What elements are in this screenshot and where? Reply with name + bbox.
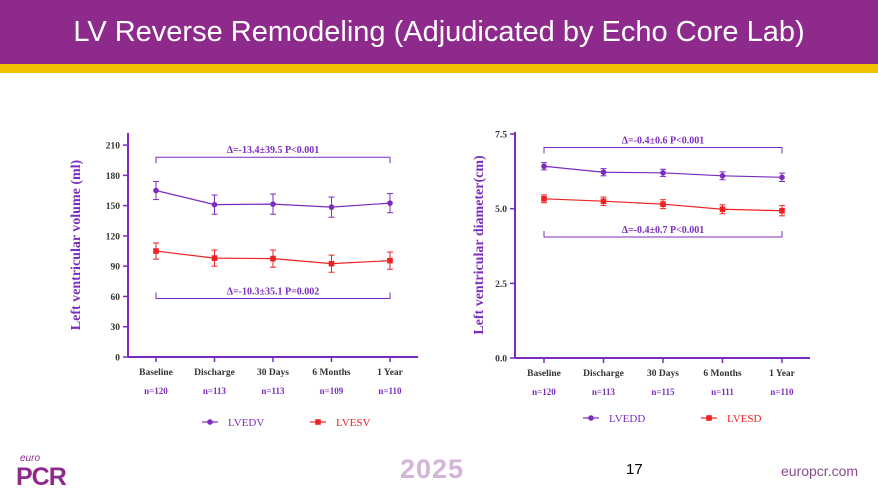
legend-marker [706, 415, 712, 421]
legend-marker [588, 415, 594, 421]
x-tick-label: 30 Days [647, 369, 679, 379]
x-tick-label: 1 Year [377, 368, 404, 378]
y-tick-label: 5.0 [495, 205, 507, 215]
logo-euro-text: euro [20, 453, 41, 464]
annotation-bracket [543, 231, 783, 238]
data-point-lvedd [719, 173, 726, 179]
y-tick-label: 210 [106, 142, 121, 152]
data-point-lvesv [387, 257, 393, 264]
data-point-lvedd [660, 170, 666, 176]
legend-marker [207, 419, 213, 425]
y-tick-label: 150 [106, 202, 121, 212]
data-point-lvedd [779, 174, 785, 181]
y-axis-label: Left ventricular diameter(cm) [472, 155, 487, 335]
annotation-text: Δ=-13.4±39.5 P<0.001 [227, 145, 320, 156]
n-label: n=113 [261, 386, 285, 396]
data-point-lvesv [328, 260, 335, 267]
title-bar: LV Reverse Remodeling (Adjudicated by Ec… [0, 0, 878, 64]
data-point-lvedv [211, 201, 218, 208]
legend-label: LVESD [727, 413, 761, 425]
data-point-lvesv [211, 255, 218, 261]
data-point-lvesd [779, 207, 785, 214]
n-label: n=120 [144, 386, 168, 396]
n-label: n=115 [651, 387, 675, 397]
legend-label: LVEDV [228, 417, 264, 429]
title-accent-strip [0, 64, 878, 73]
n-label: n=110 [770, 387, 794, 397]
annotation-text: Δ=-10.3±35.1 P=0.002 [227, 286, 320, 297]
y-tick-label: 30 [111, 323, 121, 333]
europcr-logo: euro PCR [16, 453, 67, 491]
y-axis-label: Left ventricular volume (ml) [69, 159, 84, 330]
n-label: n=110 [378, 386, 402, 396]
y-tick-label: 60 [111, 293, 121, 303]
data-point-lvedd [600, 169, 607, 176]
data-point-lvesv [153, 248, 159, 254]
page-number: 17 [626, 461, 643, 478]
n-label: n=113 [592, 387, 616, 397]
logo-pcr-text: PCR [16, 463, 67, 491]
footer-year: 2025 [400, 454, 465, 484]
data-point-lvedv [153, 187, 159, 194]
x-tick-label: Baseline [527, 369, 561, 379]
y-tick-label: 0 [115, 354, 120, 364]
data-point-lvesd [719, 206, 726, 213]
x-tick-label: Discharge [583, 369, 624, 379]
annotation-bracket [155, 292, 391, 299]
legend-label: LVESV [336, 417, 370, 429]
n-label: n=120 [532, 387, 556, 397]
footer-url: europcr.com [781, 463, 859, 479]
n-label: n=113 [203, 386, 227, 396]
y-tick-label: 180 [106, 172, 121, 182]
x-tick-label: 30 Days [257, 368, 289, 378]
x-tick-label: 1 Year [769, 369, 796, 379]
y-tick-label: 7.5 [495, 131, 507, 141]
y-tick-label: 2.5 [495, 280, 507, 290]
data-point-lvesd [600, 198, 607, 204]
y-tick-label: 0.0 [495, 355, 507, 365]
x-tick-label: Discharge [194, 368, 235, 378]
data-point-lvedv [387, 200, 393, 206]
y-tick-label: 120 [106, 232, 121, 242]
annotation-text: Δ=-0.4±0.7 P<0.001 [622, 225, 705, 236]
n-label: n=109 [320, 386, 344, 396]
data-point-lvedv [270, 201, 276, 207]
x-tick-label: 6 Months [703, 369, 742, 379]
x-tick-label: 6 Months [312, 368, 351, 378]
data-point-lvedd [541, 163, 547, 170]
n-label: n=111 [711, 387, 734, 397]
annotation-text: Δ=-0.4±0.6 P<0.001 [622, 135, 705, 146]
annotation-bracket [543, 146, 783, 154]
x-tick-label: Baseline [139, 368, 173, 378]
y-tick-label: 90 [111, 263, 121, 273]
data-point-lvesd [660, 201, 666, 207]
data-point-lvedv [328, 204, 335, 210]
legend-marker [315, 419, 321, 425]
slide-title: LV Reverse Remodeling (Adjudicated by Ec… [73, 16, 805, 48]
data-point-lvesd [541, 196, 547, 202]
legend-label: LVEDD [609, 413, 645, 425]
annotation-bracket [155, 156, 391, 164]
data-point-lvesv [270, 255, 276, 262]
